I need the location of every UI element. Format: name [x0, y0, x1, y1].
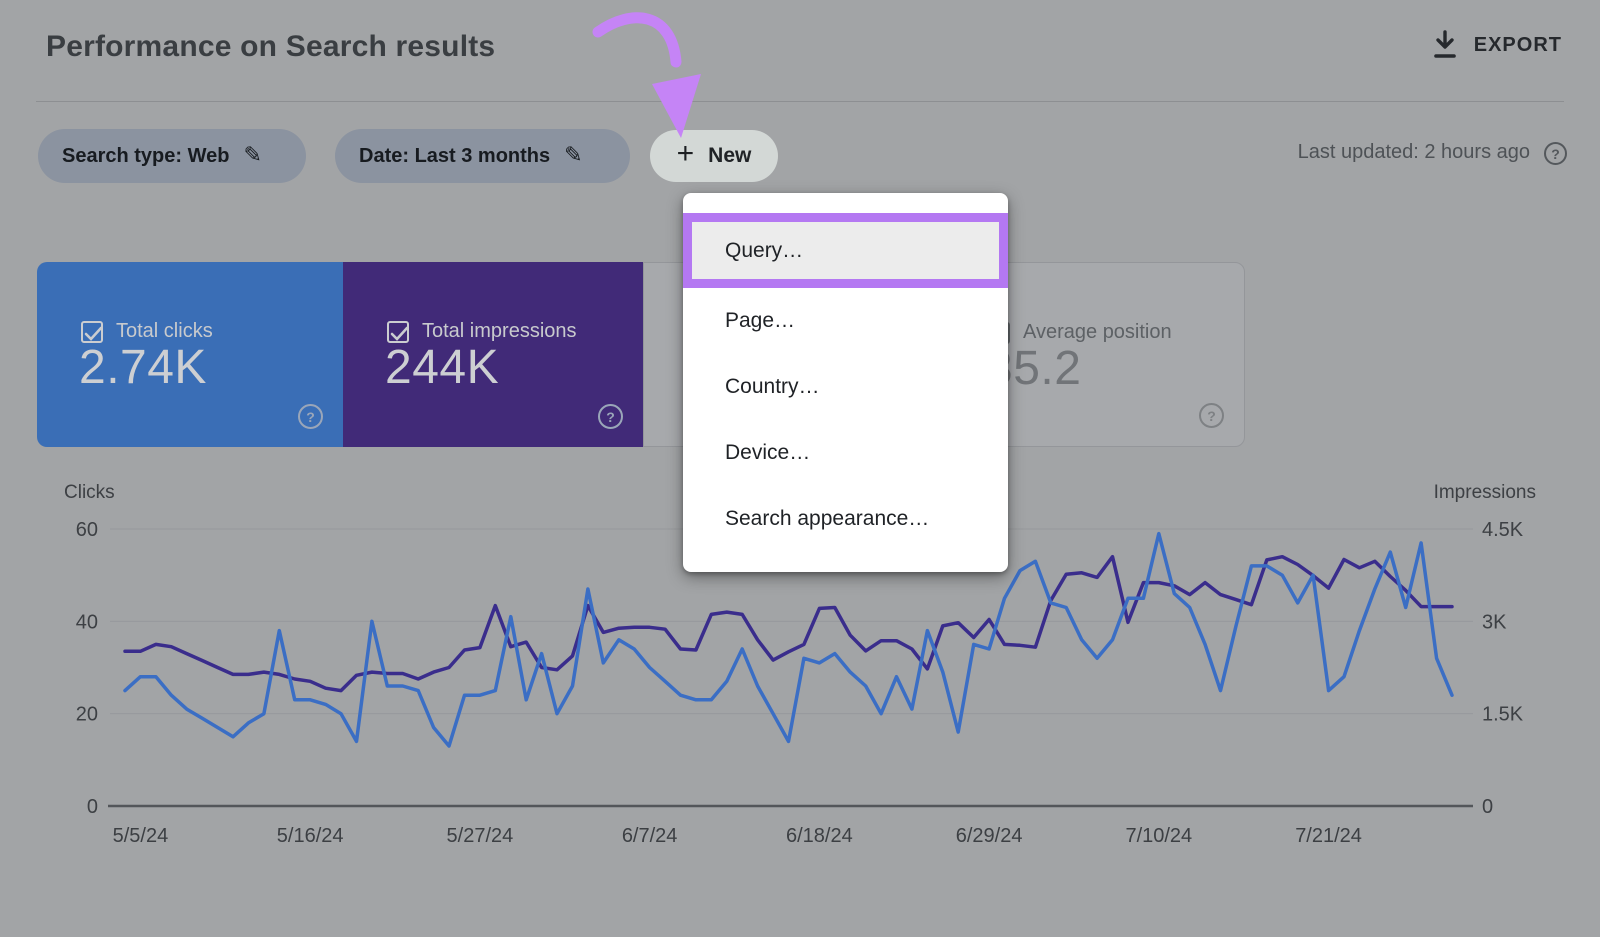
- help-icon[interactable]: ?: [298, 404, 323, 429]
- left-axis-tick-label: 0: [87, 796, 98, 818]
- query-option-highlight-annotation: Query…: [683, 213, 1008, 288]
- menu-item-search-appearance[interactable]: Search appearance…: [683, 486, 1008, 552]
- search-type-chip-label: Search type: Web: [62, 145, 229, 168]
- x-axis-tick-label: 5/27/24: [447, 825, 514, 847]
- right-axis-tick-label: 0: [1482, 796, 1493, 818]
- right-axis-tick-label: 1.5K: [1482, 704, 1524, 726]
- impressions-series-line: [125, 557, 1452, 691]
- page-title: Performance on Search results: [46, 30, 495, 64]
- date-range-chip[interactable]: Date: Last 3 months ✎: [335, 129, 630, 183]
- x-axis-tick-label: 7/10/24: [1125, 825, 1192, 847]
- right-axis-title: Impressions: [1434, 482, 1536, 503]
- x-axis-tick-label: 6/29/24: [956, 825, 1023, 847]
- download-icon: [1432, 30, 1458, 60]
- total-clicks-value: 2.74K: [79, 340, 207, 395]
- date-range-chip-label: Date: Last 3 months: [359, 145, 550, 168]
- left-axis-title: Clicks: [64, 482, 115, 503]
- help-icon[interactable]: ?: [598, 404, 623, 429]
- header-divider: [36, 101, 1564, 102]
- total-clicks-card[interactable]: Total clicks 2.74K ?: [37, 262, 343, 447]
- left-axis-tick-label: 60: [76, 519, 98, 541]
- export-button[interactable]: EXPORT: [1432, 30, 1562, 60]
- search-type-chip[interactable]: Search type: Web ✎: [38, 129, 306, 183]
- new-filter-button-label: New: [708, 144, 751, 168]
- new-filter-dropdown-menu: Query… Page… Country… Device… Search app…: [683, 193, 1008, 572]
- edit-pencil-icon[interactable]: ✎: [564, 142, 582, 168]
- x-axis-tick-label: 5/5/24: [113, 825, 169, 847]
- performance-page: Performance on Search results EXPORT Sea…: [0, 0, 1600, 937]
- total-impressions-card[interactable]: Total impressions 244K ?: [343, 262, 643, 447]
- right-axis-tick-label: 4.5K: [1482, 519, 1524, 541]
- plus-icon: +: [677, 139, 695, 169]
- menu-item-country[interactable]: Country…: [683, 354, 1008, 420]
- right-axis-tick-label: 3K: [1482, 611, 1507, 633]
- last-updated-text: Last updated: 2 hours ago: [1298, 141, 1530, 164]
- export-label: EXPORT: [1474, 34, 1562, 57]
- new-filter-button[interactable]: + New: [650, 130, 778, 182]
- total-impressions-value: 244K: [385, 340, 499, 395]
- left-axis-tick-label: 20: [76, 704, 98, 726]
- menu-item-query[interactable]: Query…: [692, 222, 999, 279]
- left-axis-tick-label: 40: [76, 611, 98, 633]
- x-axis-tick-label: 6/7/24: [622, 825, 678, 847]
- x-axis-tick-label: 6/18/24: [786, 825, 853, 847]
- edit-pencil-icon[interactable]: ✎: [243, 142, 261, 168]
- last-updated-help-icon[interactable]: ?: [1544, 142, 1567, 165]
- menu-item-device[interactable]: Device…: [683, 420, 1008, 486]
- x-axis-tick-label: 5/16/24: [277, 825, 344, 847]
- x-axis-tick-label: 7/21/24: [1295, 825, 1362, 847]
- help-icon[interactable]: ?: [1199, 403, 1224, 428]
- menu-item-page[interactable]: Page…: [683, 288, 1008, 354]
